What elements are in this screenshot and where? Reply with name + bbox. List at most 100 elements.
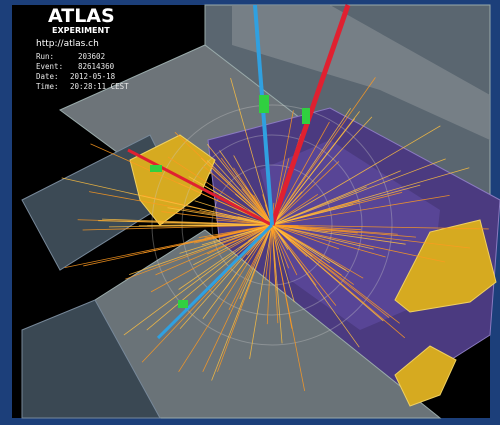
tracks (61, 77, 489, 392)
particle-track (199, 210, 273, 226)
info-value: 82614360 (78, 62, 115, 71)
barrel-inner (260, 140, 440, 330)
particle-track (178, 224, 273, 290)
particle-track (82, 224, 273, 231)
particle-track (89, 191, 273, 226)
detector (21, 4, 500, 419)
particle-track (271, 224, 340, 250)
logo: ATLAS EXPERIMENT http://atlas.ch (36, 5, 115, 49)
particle-track (167, 207, 273, 226)
info-label: Time: (36, 82, 59, 91)
particle-track (271, 224, 342, 276)
particle-track (174, 131, 273, 226)
particle-track (146, 224, 273, 331)
upper-plate (232, 5, 490, 140)
info-value: 203602 (78, 52, 105, 61)
particle-track (271, 224, 293, 329)
particle-track (161, 211, 273, 226)
info-label: Date: (36, 72, 59, 81)
logo-url: http://atlas.ch (36, 39, 99, 49)
particle-track (271, 186, 367, 226)
particle-track (271, 111, 360, 226)
ring (181, 134, 363, 316)
info-label: Run: (36, 52, 54, 61)
ring (151, 104, 393, 346)
particle-track (271, 158, 446, 226)
particle-track (249, 224, 273, 359)
particle-track (202, 224, 273, 372)
particle-track (271, 224, 364, 279)
particle-track (233, 167, 273, 226)
particle-track (271, 224, 446, 263)
particle-track (194, 224, 273, 244)
hit (178, 300, 188, 308)
logo-title: ATLAS (48, 5, 115, 27)
hit (302, 108, 310, 124)
particle-track (207, 224, 273, 255)
particle-track (228, 224, 273, 311)
particle-track (239, 224, 273, 300)
particle-track (138, 224, 273, 227)
muon-chamber (129, 134, 216, 226)
particle-track (167, 156, 273, 226)
info-label: Event: (36, 62, 63, 71)
particle-track (271, 194, 450, 226)
particle-track (271, 77, 376, 226)
event-info: Run: 203602 Event: 82614360 Date: 2012-05-18 T… (36, 52, 129, 91)
particle-track (271, 116, 373, 226)
particle-track (220, 157, 273, 226)
particle-track (230, 77, 273, 226)
particle-track (271, 224, 406, 245)
particle-track (271, 121, 330, 226)
electron-track (156, 223, 274, 340)
particle-track (98, 220, 273, 226)
particle-track (271, 161, 340, 226)
particle-track (194, 200, 273, 226)
particle-track (271, 204, 354, 226)
particle-track (235, 193, 273, 226)
particle-track (90, 143, 273, 226)
particle-track (193, 224, 273, 266)
particle-track (198, 224, 273, 239)
particle-track (201, 224, 273, 246)
particle-track (123, 224, 273, 336)
info-value: 2012-05-18 (70, 72, 116, 81)
particle-track (271, 224, 386, 258)
particle-track (271, 125, 441, 226)
muon-track (127, 148, 273, 227)
particle-track (61, 177, 273, 226)
particle-track (271, 110, 294, 226)
particle-track (271, 193, 319, 226)
particle-track (271, 224, 290, 269)
particle-track (265, 224, 273, 281)
hit (150, 165, 162, 172)
particle-track (150, 224, 273, 293)
particle-track (271, 224, 489, 230)
muon-chamber (394, 345, 457, 407)
particle-track (271, 224, 313, 257)
particle-track (271, 224, 471, 249)
particle-track (271, 224, 360, 348)
logo-subtitle: EXPERIMENT (52, 26, 110, 35)
particle-track (211, 224, 273, 381)
particle-track (125, 224, 273, 280)
particle-track (271, 224, 279, 324)
particle-track (271, 224, 298, 276)
info-value: 20:28:11 CEST (70, 82, 129, 91)
electron-track (253, 4, 274, 226)
muon-chamber (394, 219, 497, 313)
particle-track (271, 224, 337, 306)
particle-track (271, 108, 351, 226)
muon-tracks (127, 4, 351, 340)
particle-track (178, 224, 273, 373)
particle-track (212, 160, 273, 226)
particle-track (271, 224, 283, 344)
hit (259, 95, 269, 113)
particle-track (202, 224, 273, 320)
particle-track (271, 224, 331, 264)
particle-track (271, 224, 295, 303)
particle-track (233, 155, 273, 226)
particle-track (266, 224, 273, 325)
particle-track (271, 224, 299, 227)
